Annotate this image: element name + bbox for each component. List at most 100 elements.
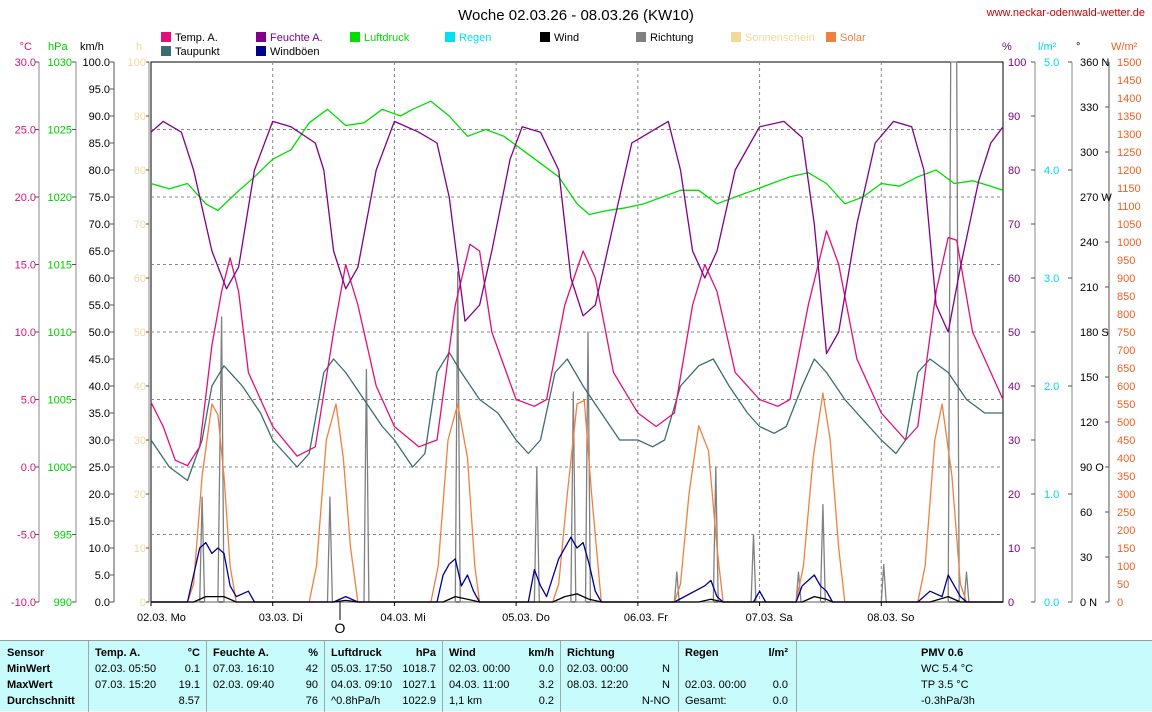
legend-swatch — [161, 46, 171, 56]
stats-time: 08.03. 12:20 — [567, 679, 629, 691]
weather-chart: Woche 02.03.26 - 08.03.26 (KW10) www.nec… — [11, 7, 1145, 636]
axis-tick-label-kmh: 40.0 — [89, 381, 110, 393]
grid — [151, 62, 1003, 602]
stats-value: 1027.1 — [402, 679, 436, 691]
axis-tick-label-solar: 350 — [1117, 471, 1135, 483]
axis-tick-label-dir: 90 O — [1080, 462, 1104, 474]
axis-tick-label-rain: 3.0 — [1044, 273, 1059, 285]
x-tick-label: 05.03. Do — [502, 612, 550, 624]
stats-value: N — [662, 663, 670, 675]
legend: Temp. A. Feuchte A. Luftdruck Regen Wind Rich… — [161, 32, 866, 58]
axis-tick-label-dir: 330 — [1080, 102, 1098, 114]
legend-label: Windböen — [270, 46, 320, 58]
axis-tick-label-rain: 2.0 — [1044, 381, 1059, 393]
axis-tick-label-press: 1025 — [48, 125, 72, 137]
legend-label: Taupunkt — [175, 46, 220, 58]
axis-tick-label-solar: 400 — [1117, 453, 1135, 465]
stats-value: 0.1 — [184, 663, 200, 675]
axis-tick-label-dir: 150 — [1080, 372, 1098, 384]
stats-time: 04.03. 11:00 — [449, 679, 510, 691]
axis-tick-label-press: 990 — [54, 597, 72, 609]
axis-tick-label-h: 40 — [134, 381, 146, 393]
axis-tick-label-kmh: 80.0 — [89, 165, 110, 177]
axis-tick-label-temp: 10.0 — [15, 327, 36, 339]
stats-distance: 1,1 km — [449, 695, 483, 707]
axis-tick-label-solar: 250 — [1117, 507, 1135, 519]
axis-tick-label-h: 70 — [134, 219, 146, 231]
stats-header: Richtung — [567, 647, 615, 659]
stats-header: PMV 0.6 — [921, 647, 964, 659]
legend-swatch — [256, 46, 266, 56]
axis-tick-label-dir: 0 N — [1080, 597, 1097, 609]
axis-tick-label-solar: 550 — [1117, 399, 1135, 411]
time-marker-label: O — [335, 620, 346, 636]
axis-tick-label-solar: 100 — [1117, 561, 1135, 573]
axis-tick-label-solar: 1350 — [1117, 111, 1141, 123]
axis-tick-label-temp: 20.0 — [15, 192, 36, 204]
axis-tick-label-kmh: 45.0 — [89, 354, 110, 366]
legend-swatch — [445, 32, 455, 42]
axis-tick-label-kmh: 95.0 — [89, 84, 110, 96]
axis-tick-label-h: 10 — [134, 543, 146, 555]
axis-tick-label-temp: -10.0 — [11, 597, 36, 609]
x-tick-label: 08.03. So — [867, 612, 914, 624]
axis-tick-label-kmh: 30.0 — [89, 435, 110, 447]
legend-swatch — [636, 32, 646, 42]
axis-tick-label-kmh: 60.0 — [89, 273, 110, 285]
axis-tick-label-kmh: 0.0 — [95, 597, 110, 609]
axis-tick-label-dir: 180 S — [1080, 327, 1109, 339]
stats-time: 07.03. 16:10 — [213, 663, 275, 675]
axis-tick-label-rain: 5.0 — [1044, 57, 1059, 69]
x-tick-label: 07.03. Sa — [746, 612, 794, 624]
legend-label: Sonnenschein — [745, 32, 815, 44]
stats-col-wind: Wind km/h 02.03. 00:00 0.0 04.03. 11:00 … — [442, 641, 560, 712]
axis-tick-label-kmh: 35.0 — [89, 408, 110, 420]
axis-tick-label-solar: 1400 — [1117, 93, 1141, 105]
stats-row-label: MaxWert — [7, 679, 53, 691]
axis-tick-label-pct: 30 — [1008, 435, 1020, 447]
axis-tick-label-solar: 200 — [1117, 525, 1135, 537]
stats-table: Sensor MinWert MaxWert Durchschnitt Temp… — [0, 640, 1152, 712]
axis-tick-label-solar: 800 — [1117, 309, 1135, 321]
axis-tick-label-dir: 30 — [1080, 552, 1092, 564]
axis-tick-label-kmh: 100.0 — [82, 57, 110, 69]
stats-time: 02.03. 00:00 — [567, 663, 629, 675]
axis-tick-label-kmh: 75.0 — [89, 192, 110, 204]
stats-header: Feuchte A. — [213, 647, 269, 659]
axis-tick-label-pct: 10 — [1008, 543, 1020, 555]
axis-unit-h: h — [136, 41, 142, 53]
axis-tick-label-temp: -5.0 — [17, 530, 36, 542]
stats-value: 1022.9 — [402, 695, 436, 707]
axis-tick-label-pct: 40 — [1008, 381, 1020, 393]
stats-value: 0.0 — [772, 679, 788, 691]
axis-tick-label-kmh: 90.0 — [89, 111, 110, 123]
stats-time: 02.03. 00:00 — [449, 663, 511, 675]
axis-tick-label-solar: 50 — [1117, 579, 1129, 591]
axis-tick-label-solar: 650 — [1117, 363, 1135, 375]
axis-tick-label-pct: 20 — [1008, 489, 1020, 501]
stats-value: 1018.7 — [402, 663, 436, 675]
stats-value: N — [662, 679, 670, 691]
axis-tick-label-kmh: 85.0 — [89, 138, 110, 150]
axis-tick-label-dir: 360 N — [1080, 57, 1109, 69]
stats-windchill: WC 5.4 °C — [921, 663, 974, 675]
axis-tick-label-solar: 1050 — [1117, 219, 1141, 231]
axis-tick-label-rain: 0.0 — [1044, 597, 1059, 609]
stats-value: 19.1 — [178, 679, 200, 691]
website-link[interactable]: www.neckar-odenwald-wetter.de — [986, 7, 1145, 19]
axis-tick-label-h: 80 — [134, 165, 146, 177]
axis-tick-label-press: 1000 — [48, 462, 72, 474]
stats-unit: km/h — [528, 647, 554, 659]
axis-tick-label-pct: 50 — [1008, 327, 1020, 339]
stats-trend: ^0.8hPa/h — [331, 695, 381, 707]
axis-tick-label-solar: 1500 — [1117, 57, 1141, 69]
axis-tick-label-solar: 450 — [1117, 435, 1135, 447]
axis-tick-label-temp: 30.0 — [15, 57, 36, 69]
legend-label: Temp. A. — [175, 32, 218, 44]
stats-value: 0.0 — [538, 663, 554, 675]
axis-tick-label-temp: 5.0 — [21, 395, 36, 407]
x-tick-label: 04.03. Mi — [380, 612, 425, 624]
axis-tick-label-solar: 1000 — [1117, 237, 1141, 249]
axis-tick-label-kmh: 25.0 — [89, 462, 110, 474]
legend-label: Richtung — [650, 32, 693, 44]
